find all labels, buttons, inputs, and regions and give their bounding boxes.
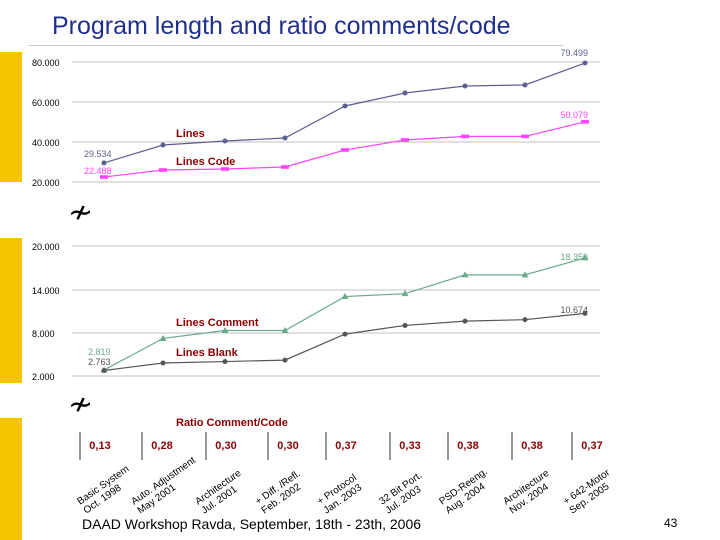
data-point bbox=[582, 60, 588, 66]
data-point bbox=[521, 271, 529, 278]
data-point bbox=[160, 360, 166, 366]
ratio-value: 0,38 bbox=[521, 440, 542, 452]
data-point bbox=[402, 322, 408, 328]
y-tick-label: 80.000 bbox=[32, 58, 60, 68]
data-point bbox=[281, 327, 289, 333]
accent-bar-middle bbox=[0, 238, 22, 383]
data-label-first: 2.763 bbox=[88, 357, 111, 367]
data-point bbox=[461, 134, 469, 139]
footer-text: DAAD Workshop Ravda, September, 18th - 2… bbox=[82, 516, 422, 532]
data-point bbox=[462, 83, 468, 89]
ratio-value: 0,30 bbox=[277, 440, 298, 452]
ratio-value: 0,13 bbox=[89, 440, 110, 452]
slide-number: 43 bbox=[664, 516, 678, 530]
series-name-label: Lines Comment bbox=[176, 317, 259, 329]
x-tick-label: + Diff. /Refl.Feb. 2002 bbox=[253, 468, 303, 516]
data-point bbox=[222, 359, 228, 365]
data-point bbox=[101, 160, 107, 166]
data-point bbox=[462, 318, 468, 324]
data-point bbox=[522, 317, 528, 323]
accent-bar-top bbox=[0, 52, 22, 182]
series-line-lines bbox=[103, 62, 586, 164]
series-name-label: Lines Blank bbox=[176, 347, 239, 359]
ratio-value: 0,33 bbox=[399, 440, 420, 452]
ratio-value: 0,30 bbox=[215, 440, 236, 452]
data-label-first: 29.534 bbox=[84, 149, 112, 159]
data-point bbox=[221, 327, 229, 333]
data-label-last: 10.674 bbox=[560, 305, 588, 315]
x-tick-label: 32 Bit Port.Jul. 2003 bbox=[377, 470, 424, 516]
page-title: Program length and ratio comments/code bbox=[52, 12, 511, 40]
data-point bbox=[159, 334, 167, 341]
data-point bbox=[341, 148, 349, 152]
data-point bbox=[101, 367, 107, 373]
y-tick-label: 20.000 bbox=[32, 178, 60, 188]
x-tick-label: PSD-Reeng.Aug. 2004 bbox=[437, 466, 489, 516]
data-label-first: 22.488 bbox=[84, 166, 112, 176]
data-point bbox=[281, 165, 289, 169]
data-point bbox=[282, 135, 288, 141]
data-point bbox=[342, 103, 348, 109]
y-tick-label: 60.000 bbox=[32, 98, 60, 108]
ratio-value: 0,37 bbox=[581, 440, 602, 452]
data-point bbox=[581, 254, 589, 261]
y-tick-label: 40.000 bbox=[32, 138, 60, 148]
data-point bbox=[401, 138, 409, 142]
y-tick-label: 14.000 bbox=[32, 286, 60, 296]
data-point bbox=[581, 120, 589, 124]
data-point bbox=[159, 168, 167, 172]
data-point bbox=[401, 290, 409, 297]
data-point bbox=[160, 142, 166, 148]
data-point bbox=[222, 138, 228, 144]
data-point bbox=[342, 331, 348, 337]
data-point bbox=[582, 310, 588, 316]
data-point bbox=[341, 293, 349, 300]
data-point bbox=[282, 357, 288, 363]
data-point bbox=[461, 271, 469, 278]
ratio-title: Ratio Comment/Code bbox=[176, 417, 288, 429]
series-name-label: Lines bbox=[176, 128, 205, 140]
series-name-label: Lines Code bbox=[176, 156, 235, 168]
ratio-value: 0,37 bbox=[335, 440, 356, 452]
data-point bbox=[100, 175, 108, 179]
data-point bbox=[522, 82, 528, 88]
ratio-value: 0,38 bbox=[457, 440, 478, 452]
axis-break-icon: ≁ bbox=[68, 195, 94, 230]
data-point bbox=[221, 167, 229, 171]
data-point bbox=[402, 90, 408, 96]
accent-bar-bottom bbox=[0, 418, 22, 540]
data-label-last: 18.350 bbox=[560, 252, 588, 262]
axis-break-icon: ≁ bbox=[68, 387, 94, 422]
data-label-first: 2.819 bbox=[88, 347, 111, 357]
ratio-value: 0,28 bbox=[151, 440, 172, 452]
y-tick-label: 2.000 bbox=[32, 372, 55, 382]
data-label-last: 79.499 bbox=[560, 48, 588, 58]
data-label-last: 50.079 bbox=[560, 110, 588, 120]
data-point bbox=[521, 134, 529, 139]
y-tick-label: 8.000 bbox=[32, 329, 55, 339]
title-divider bbox=[28, 45, 563, 46]
y-tick-label: 20.000 bbox=[32, 242, 60, 252]
